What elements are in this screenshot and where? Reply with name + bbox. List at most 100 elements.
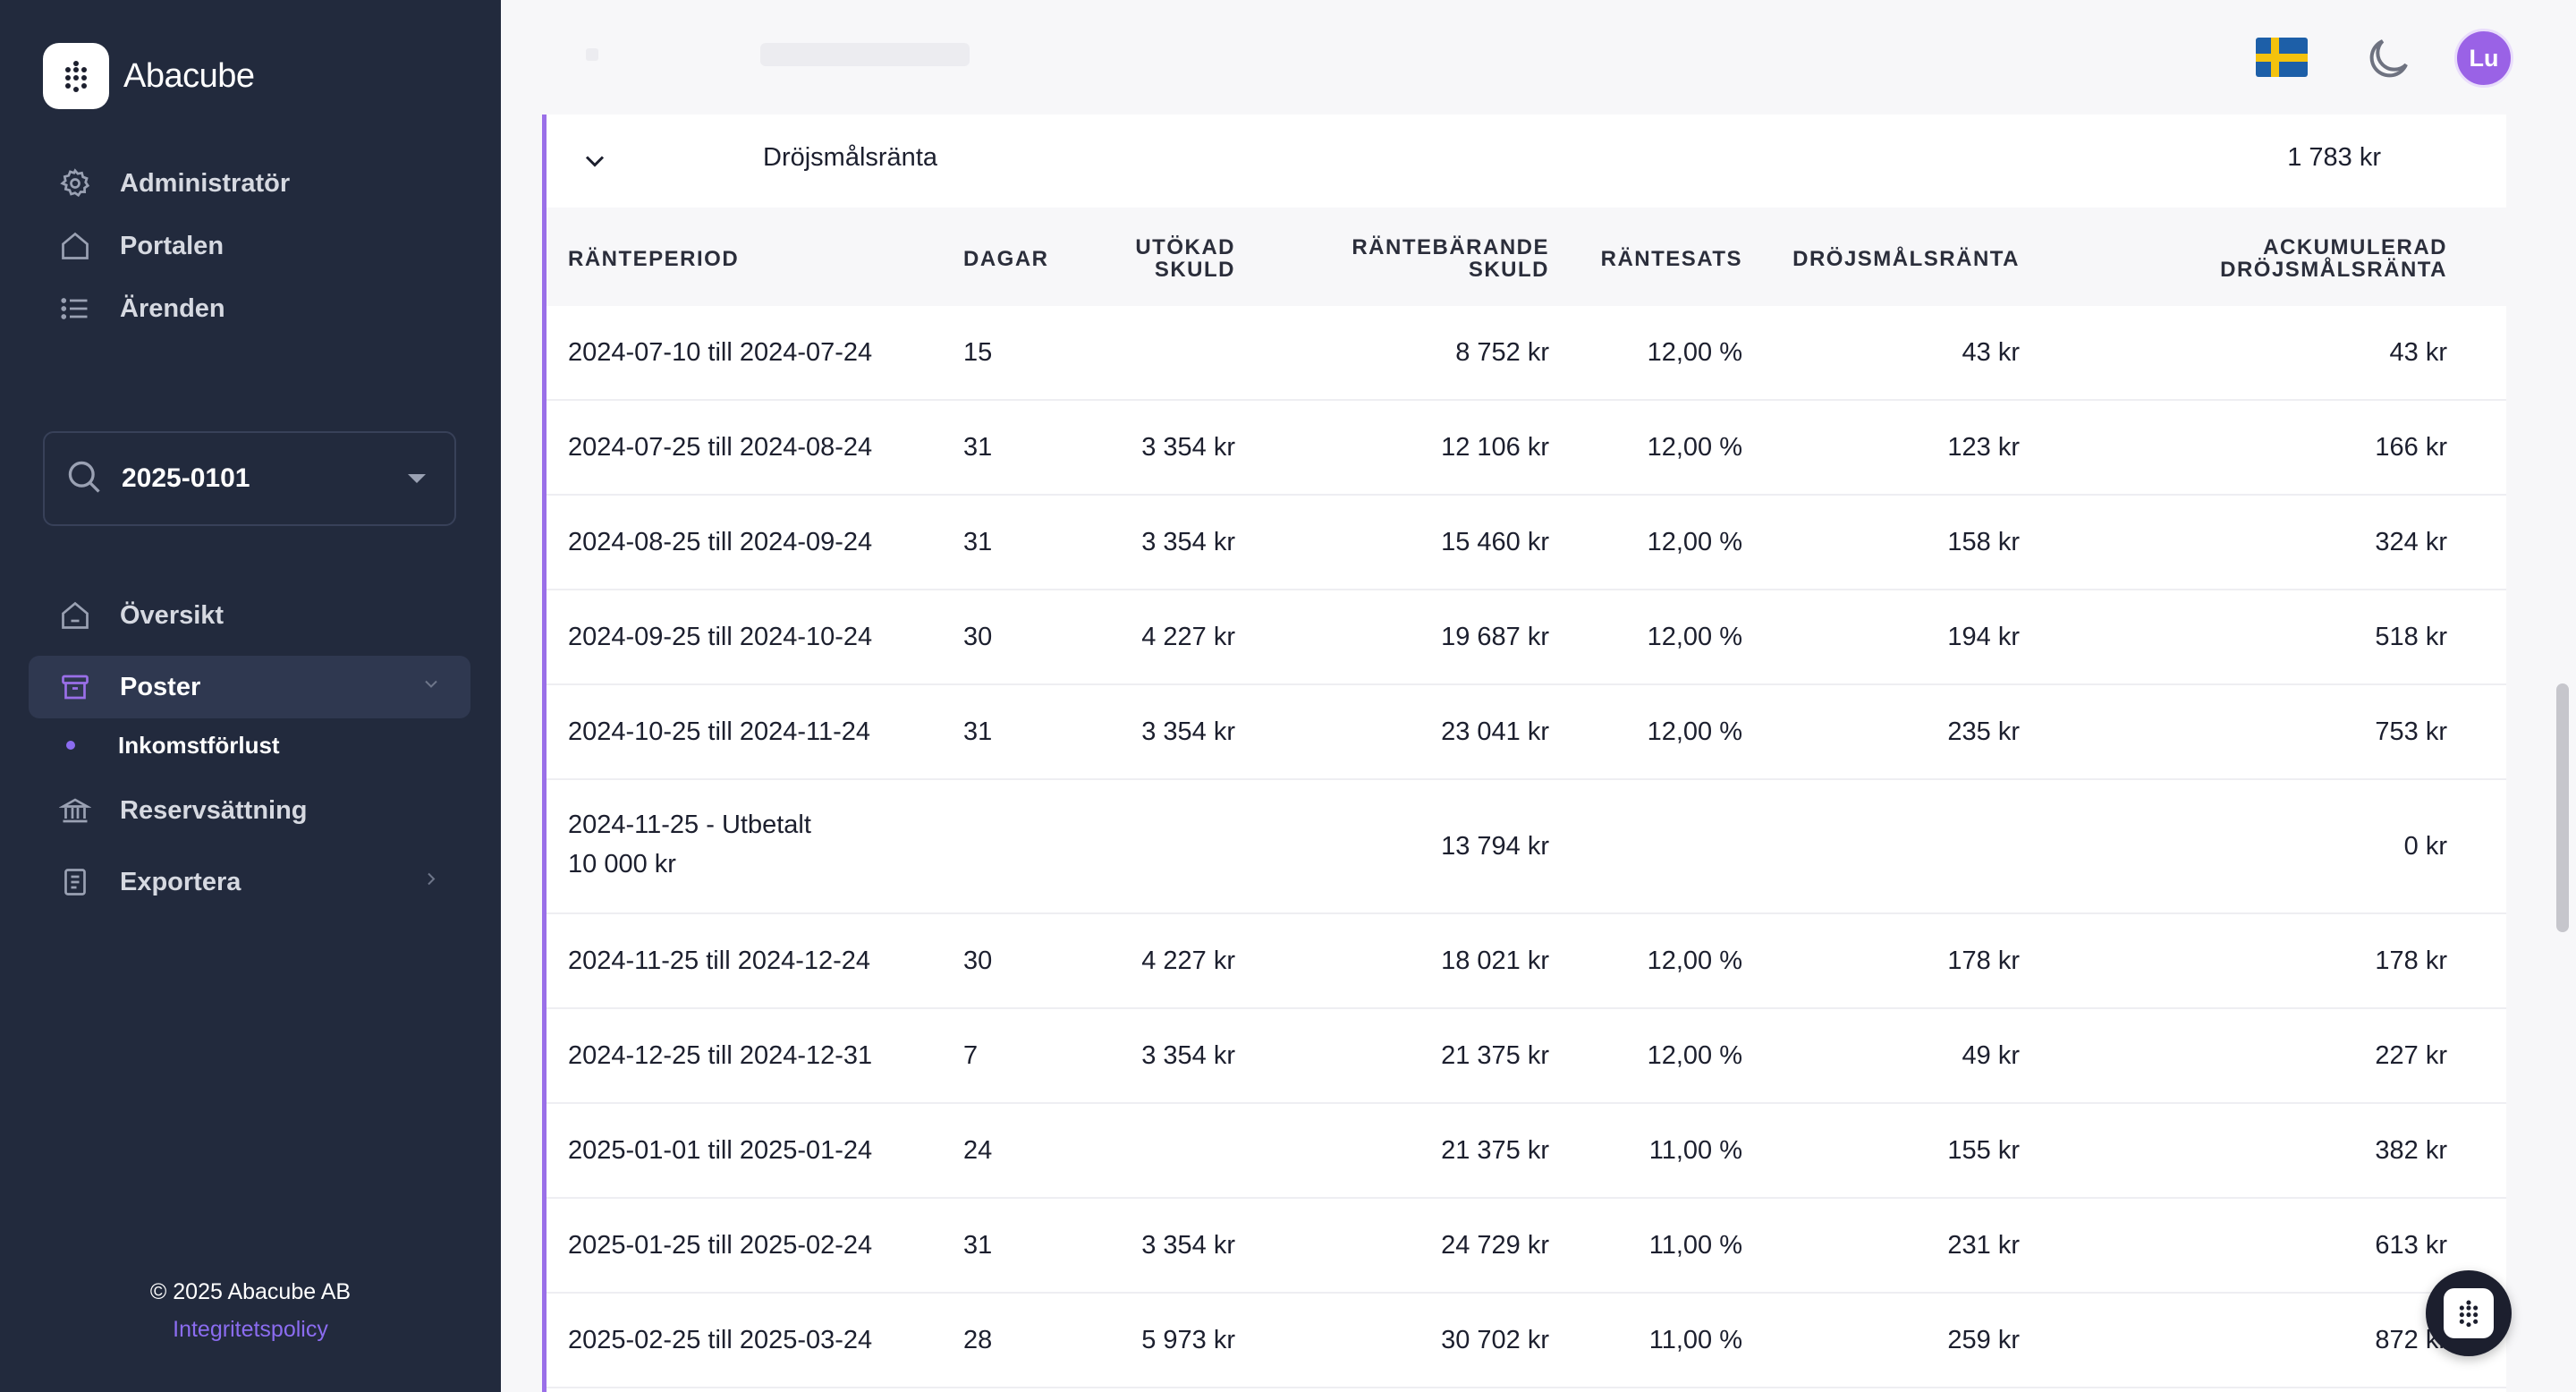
cell-drojs: 235 kr bbox=[1947, 717, 2020, 746]
cell-period: 2025-01-01 till 2025-01-24 bbox=[568, 1136, 873, 1165]
top-nav: Administratör Portalen Ärenden bbox=[29, 152, 470, 340]
sidebar-item-label: Administratör bbox=[120, 168, 291, 198]
scrollbar-thumb[interactable] bbox=[2556, 683, 2569, 932]
cell-rantebar: 21 375 kr bbox=[1441, 1041, 1549, 1070]
sidebar-item-administrator[interactable]: Administratör bbox=[29, 152, 470, 215]
sidebar-item-exportera[interactable]: Exportera bbox=[29, 851, 470, 913]
cell-acc: 518 kr bbox=[2375, 623, 2447, 651]
chevron-right-icon bbox=[420, 868, 442, 897]
document-icon bbox=[57, 864, 93, 900]
sidebar-item-reservsattning[interactable]: Reservsättning bbox=[29, 779, 470, 842]
cell-drojs: 259 kr bbox=[1947, 1326, 2020, 1354]
cell-acc: 227 kr bbox=[2375, 1041, 2447, 1070]
cell-period: 2025-02-25 till 2025-03-24 bbox=[568, 1326, 873, 1354]
cell-period: 2024-10-25 till 2024-11-24 bbox=[568, 717, 871, 746]
cell-drojs: 49 kr bbox=[1962, 1041, 2020, 1070]
privacy-link[interactable]: Integritetspolicy bbox=[173, 1317, 328, 1342]
cell-rantebar: 19 687 kr bbox=[1441, 623, 1549, 651]
cell-drojs: 43 kr bbox=[1962, 338, 2020, 367]
cell-rantebar: 8 752 kr bbox=[1455, 338, 1549, 367]
table-row: 2025-01-25 till 2025-02-24 31 3 354 kr 2… bbox=[547, 1199, 2506, 1294]
table-row: 2024-07-25 till 2024-08-24 31 3 354 kr 1… bbox=[547, 401, 2506, 496]
faded-chevron bbox=[586, 48, 598, 61]
cell-period-line1: 2024-11-25 - Utbetalt bbox=[568, 811, 811, 839]
chevron-down-icon bbox=[408, 474, 426, 483]
cell-rantebar: 12 106 kr bbox=[1441, 433, 1549, 462]
cell-rantebar: 21 375 kr bbox=[1441, 1136, 1549, 1165]
section-total: 1 783 kr bbox=[2287, 143, 2381, 172]
sidebar-item-label: Översikt bbox=[120, 600, 225, 630]
cell-days: 15 bbox=[963, 338, 993, 367]
abacube-logo-icon bbox=[43, 43, 109, 109]
topbar: Lu bbox=[501, 0, 2576, 115]
cell-rantebar: 30 702 kr bbox=[1441, 1326, 1549, 1354]
col-header-drojs: DRÖJSMÅLSRÄNTA bbox=[1792, 247, 2020, 271]
moon-icon[interactable] bbox=[2361, 32, 2415, 86]
sidebar-subitem-label: Inkomstförlust bbox=[118, 731, 280, 759]
cell-utokad: 3 354 kr bbox=[1141, 528, 1235, 556]
col-header-rantebar-line2: SKULD bbox=[1468, 258, 1549, 282]
cell-rantesats: 11,00 % bbox=[1648, 1326, 1742, 1354]
section-header[interactable]: Dröjsmålsränta 1 783 kr bbox=[547, 115, 2506, 208]
cell-period: 2024-08-25 till 2024-09-24 bbox=[568, 528, 873, 556]
table-row: 2025-02-25 till 2025-03-24 28 5 973 kr 3… bbox=[547, 1294, 2506, 1388]
cell-period: 2024-11-25 till 2024-12-24 bbox=[568, 946, 871, 975]
cell-rantesats: 12,00 % bbox=[1647, 946, 1742, 975]
cell-days: 28 bbox=[963, 1326, 993, 1354]
sidebar-item-portalen[interactable]: Portalen bbox=[29, 215, 470, 277]
table-row: 2024-07-10 till 2024-07-24 15 8 752 kr 1… bbox=[547, 306, 2506, 401]
section-title: Dröjsmålsränta bbox=[763, 143, 937, 172]
cell-days: 31 bbox=[963, 1231, 993, 1260]
cell-rantesats: 12,00 % bbox=[1647, 717, 1742, 746]
cell-acc: 43 kr bbox=[2389, 338, 2447, 367]
cell-period-line2: 10 000 kr bbox=[568, 850, 676, 878]
col-header-acc-line2: DRÖJSMÅLSRÄNTA bbox=[2220, 258, 2447, 282]
search-icon bbox=[64, 457, 104, 501]
swedish-flag-icon[interactable] bbox=[2256, 38, 2308, 77]
cell-acc: 613 kr bbox=[2375, 1231, 2447, 1260]
gear-icon bbox=[57, 166, 93, 201]
sidebar-item-poster[interactable]: Poster bbox=[29, 656, 470, 718]
table-row-payout: 2024-11-25 - Utbetalt 10 000 kr 13 794 k… bbox=[547, 780, 2506, 914]
cell-acc: 166 kr bbox=[2375, 433, 2447, 462]
col-header-acc-line1: ACKUMULERAD bbox=[2263, 235, 2447, 259]
home-icon bbox=[57, 228, 93, 264]
table-row: 2024-10-25 till 2024-11-24 31 3 354 kr 2… bbox=[547, 685, 2506, 780]
archive-icon bbox=[57, 669, 93, 705]
footer-copyright: © 2025 Abacube AB bbox=[149, 1279, 352, 1304]
help-chat-button[interactable] bbox=[2426, 1270, 2512, 1356]
cell-rantebar: 23 041 kr bbox=[1441, 717, 1549, 746]
cell-period: 2024-12-25 till 2024-12-31 bbox=[568, 1041, 873, 1070]
sidebar-subitem-inkomstforlust[interactable]: Inkomstförlust bbox=[29, 718, 470, 772]
case-select-value: 2025-0101 bbox=[122, 463, 250, 493]
col-header-period: RÄNTEPERIOD bbox=[568, 247, 740, 271]
cell-period: 2025-01-25 till 2025-02-24 bbox=[568, 1231, 873, 1260]
cell-drojs: 158 kr bbox=[1947, 528, 2020, 556]
cell-days: 31 bbox=[963, 528, 993, 556]
table-row: 2024-12-25 till 2024-12-31 7 3 354 kr 21… bbox=[547, 1009, 2506, 1104]
cell-rantebar: 15 460 kr bbox=[1441, 528, 1549, 556]
sidebar-item-arenden[interactable]: Ärenden bbox=[29, 277, 470, 340]
avatar[interactable]: Lu bbox=[2454, 29, 2513, 88]
cell-rantesats: 12,00 % bbox=[1647, 528, 1742, 556]
cell-acc: 178 kr bbox=[2375, 946, 2447, 975]
cell-days: 30 bbox=[963, 623, 993, 651]
cell-drojs: 123 kr bbox=[1947, 433, 2020, 462]
table-row: 2024-11-25 till 2024-12-24 30 4 227 kr 1… bbox=[547, 914, 2506, 1009]
col-header-days: DAGAR bbox=[963, 247, 1049, 271]
cell-rantesats: 12,00 % bbox=[1647, 338, 1742, 367]
table-row: 2024-08-25 till 2024-09-24 31 3 354 kr 1… bbox=[547, 496, 2506, 590]
sidebar-item-oversikt[interactable]: Översikt bbox=[29, 584, 470, 647]
home-icon bbox=[57, 598, 93, 633]
case-select[interactable]: 2025-0101 bbox=[43, 431, 456, 526]
interest-section: Dröjsmålsränta 1 783 kr RÄNTEPERIOD DAGA… bbox=[542, 115, 2506, 1392]
cell-acc: 753 kr bbox=[2375, 717, 2447, 746]
col-header-utokad-line1: UTÖKAD bbox=[1135, 235, 1235, 259]
cell-rantesats: 12,00 % bbox=[1647, 623, 1742, 651]
cell-acc: 324 kr bbox=[2375, 528, 2447, 556]
chevron-down-icon[interactable] bbox=[579, 145, 611, 182]
cell-utokad: 3 354 kr bbox=[1141, 717, 1235, 746]
cell-utokad: 4 227 kr bbox=[1141, 946, 1235, 975]
brand[interactable]: Abacube bbox=[43, 43, 255, 109]
sidebar-item-label: Exportera bbox=[120, 867, 242, 896]
